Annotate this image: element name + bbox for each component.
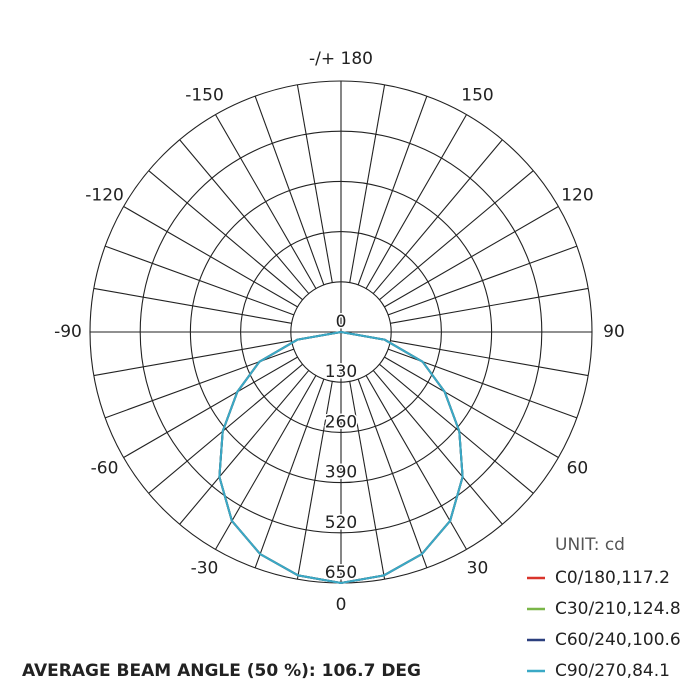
spoke: [254, 95, 325, 286]
theta-tick-label: 0: [336, 595, 347, 615]
spoke: [390, 287, 589, 324]
theta-tick-label: 90: [603, 322, 625, 342]
spoke: [215, 114, 317, 289]
spoke: [104, 348, 295, 419]
theta-tick-label: -90: [54, 322, 82, 342]
spoke: [349, 381, 386, 580]
spoke: [254, 378, 325, 569]
spoke: [365, 375, 467, 550]
spoke: [387, 245, 578, 316]
unit-label: UNIT: cd: [555, 535, 625, 555]
spoke: [349, 84, 386, 283]
spoke: [179, 370, 310, 525]
legend-label: C30/210,124.8: [555, 599, 681, 619]
r-tick-label: 260: [325, 412, 357, 432]
spoke: [357, 378, 428, 569]
theta-tick-label: -/+ 180: [309, 49, 373, 69]
spoke: [123, 356, 298, 458]
spoke: [215, 375, 317, 550]
legend-label: C90/270,84.1: [555, 661, 670, 681]
spoke: [296, 84, 333, 283]
theta-tick-label: -30: [191, 558, 219, 578]
spoke: [372, 370, 503, 525]
theta-tick-label: 60: [567, 459, 589, 479]
spoke: [148, 363, 303, 494]
spoke: [296, 381, 333, 580]
spoke: [372, 139, 503, 294]
r-tick-label: 520: [325, 513, 357, 533]
spoke: [104, 245, 295, 316]
r-tick-label: 0: [336, 312, 347, 332]
spoke: [379, 363, 534, 494]
spoke: [384, 356, 559, 458]
legend-label: C0/180,117.2: [555, 568, 670, 588]
spoke: [357, 95, 428, 286]
legend-label: C60/240,100.6: [555, 630, 681, 650]
series-line: [218, 331, 464, 585]
theta-tick-label: 30: [467, 558, 489, 578]
spoke: [93, 287, 292, 324]
spoke: [390, 340, 589, 377]
theta-tick-label: 150: [461, 86, 493, 106]
theta-tick-label: -120: [85, 186, 124, 206]
theta-tick-label: -150: [185, 86, 224, 106]
theta-tick-label: -60: [91, 459, 119, 479]
spoke: [387, 348, 578, 419]
spoke: [148, 170, 303, 301]
spoke: [379, 170, 534, 301]
spoke: [93, 340, 292, 377]
theta-tick-label: 120: [561, 186, 593, 206]
spoke: [179, 139, 310, 294]
r-tick-label: 390: [325, 463, 357, 483]
footnote: AVERAGE BEAM ANGLE (50 %): 106.7 DEG: [22, 661, 421, 681]
r-tick-label: 650: [325, 563, 357, 583]
spoke: [365, 114, 467, 289]
r-tick-label: 130: [325, 362, 357, 382]
spoke: [384, 206, 559, 308]
spoke: [123, 206, 298, 308]
